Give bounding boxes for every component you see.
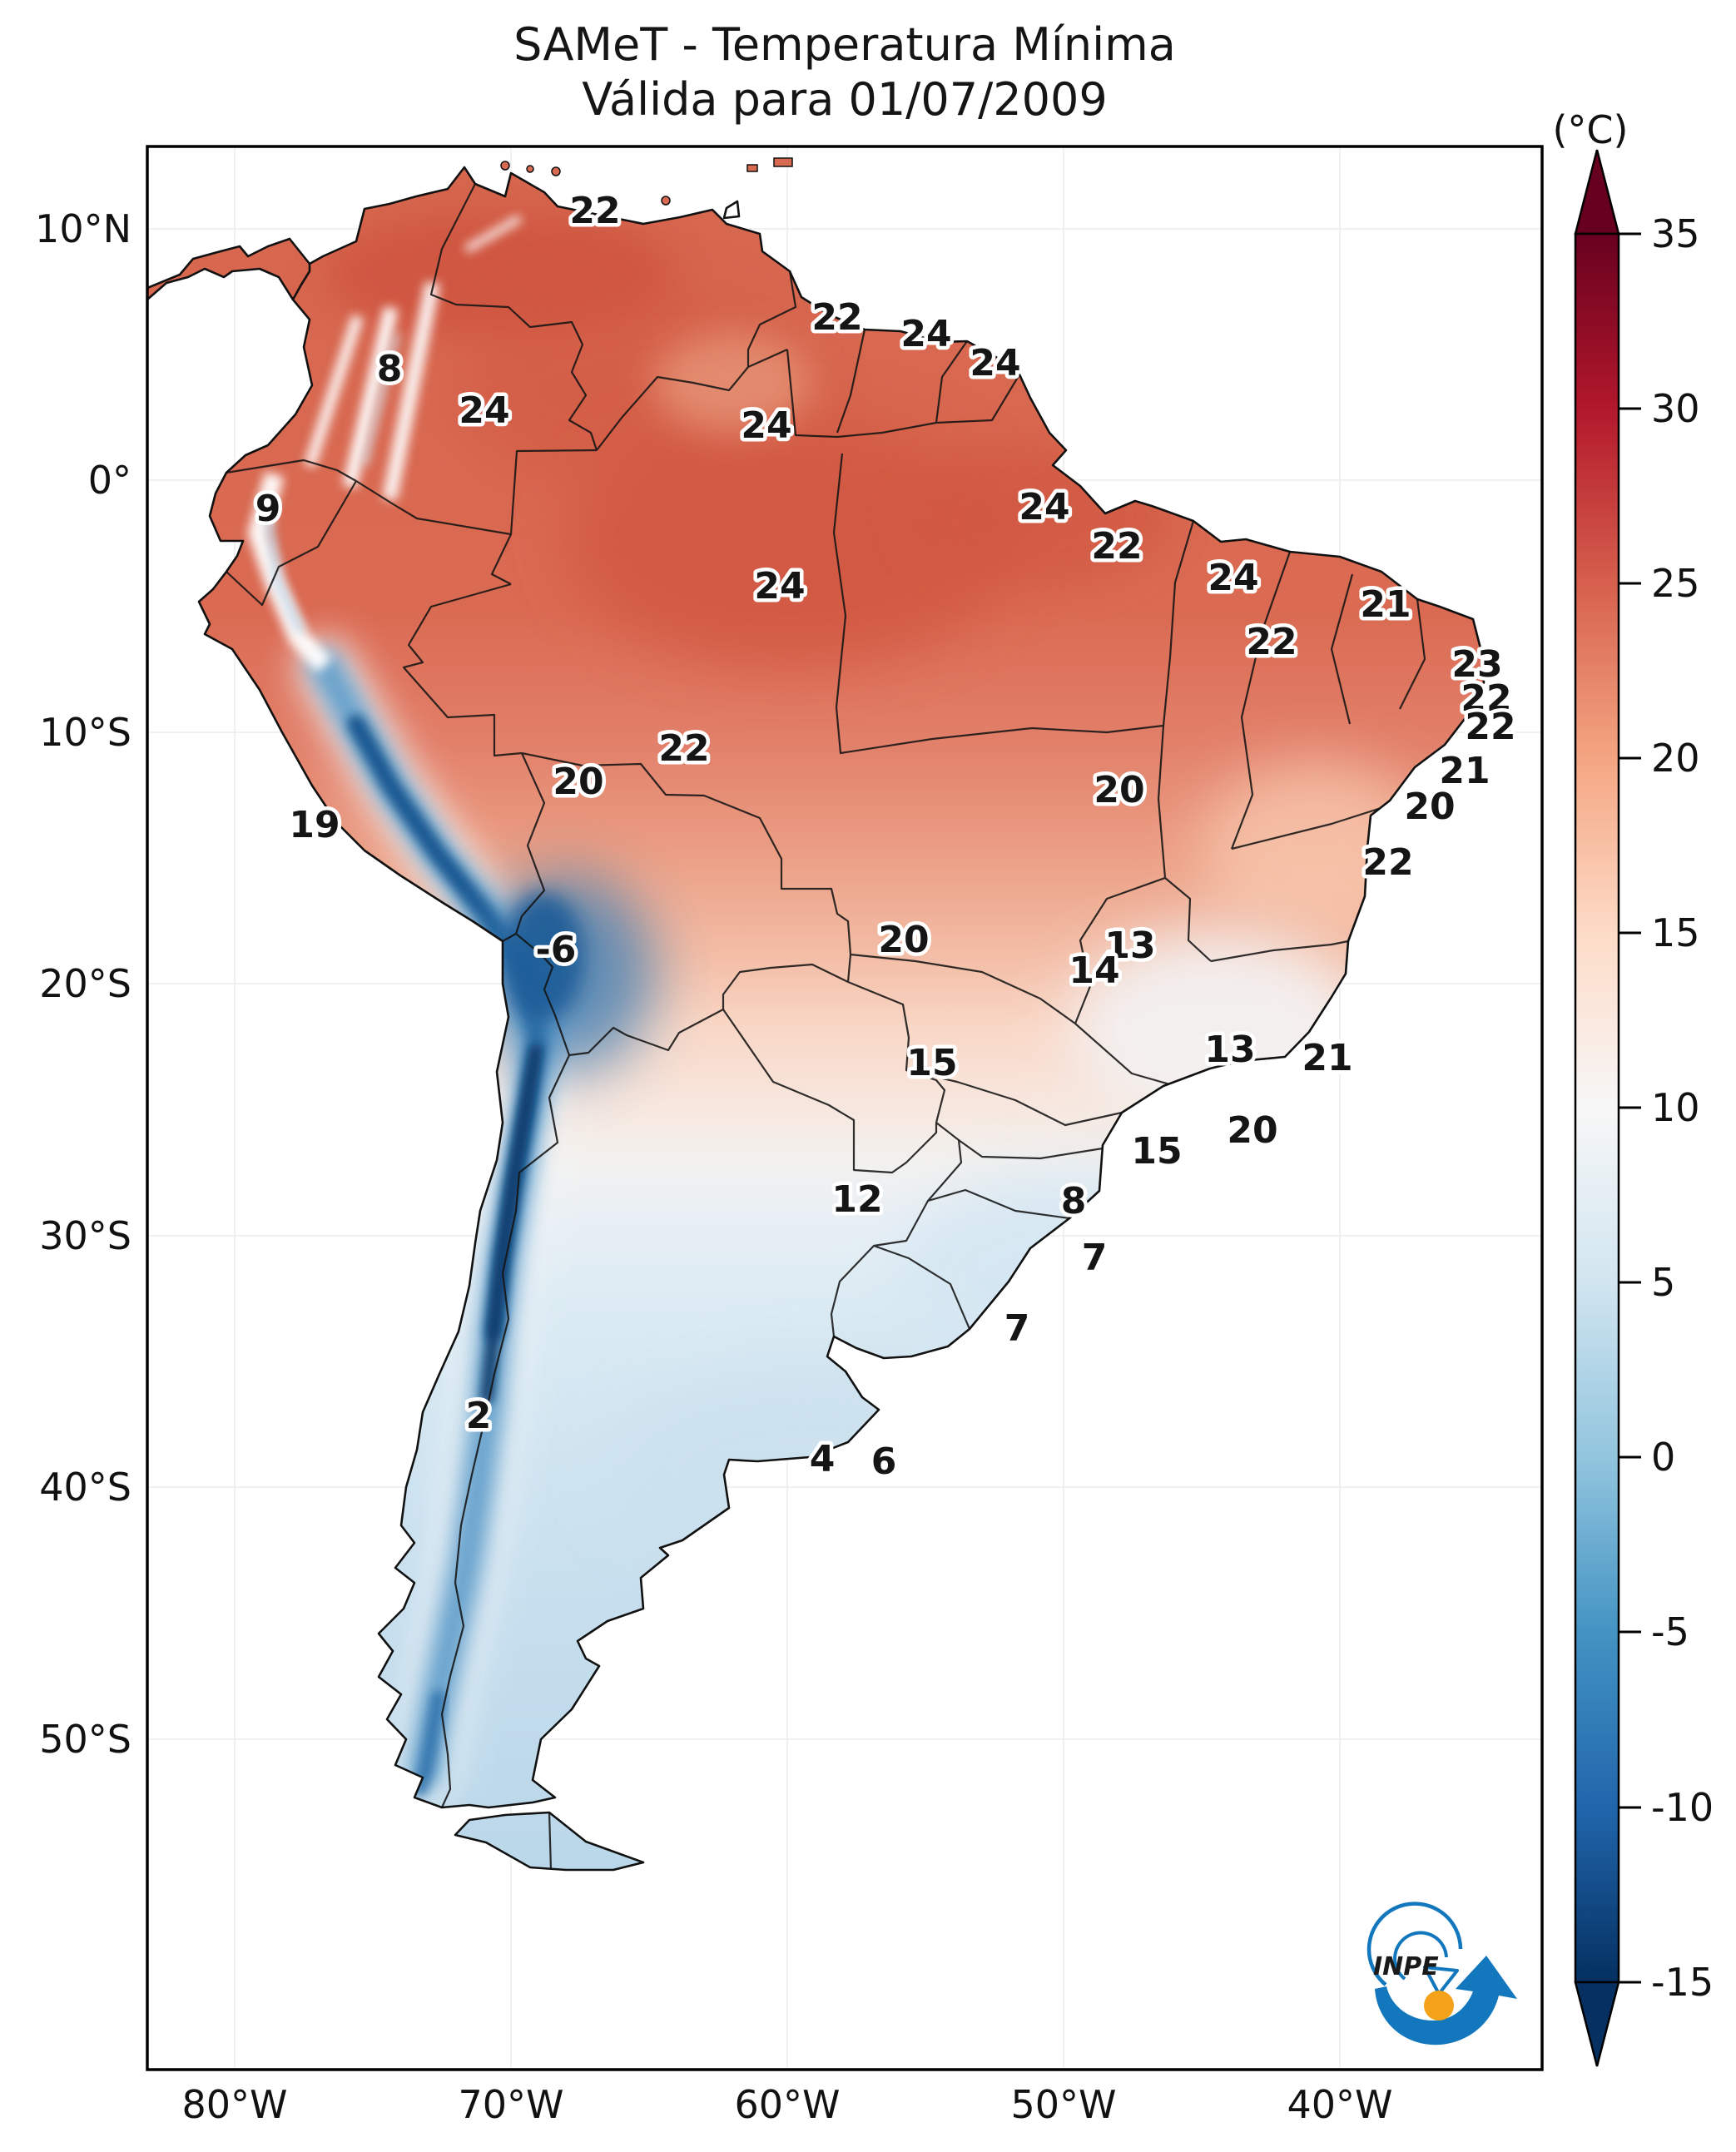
temp-label: 24 xyxy=(1019,486,1069,528)
temp-label: 13 xyxy=(1204,1029,1255,1071)
colorbar-tick-label: 0 xyxy=(1651,1435,1675,1480)
inpe-logo-text: INPE xyxy=(1373,1952,1439,1981)
temp-label: 20 xyxy=(878,919,929,961)
colorbar-tick-label: -5 xyxy=(1651,1609,1689,1654)
y-axis: 10°N 0° 10°S 20°S 30°S 40°S 50°S xyxy=(35,206,131,1762)
inpe-logo-orange-ball xyxy=(1424,1991,1454,2021)
temp-label: 4 xyxy=(810,1438,836,1480)
plot-frame xyxy=(146,145,1544,2071)
temp-label: 24 xyxy=(741,404,791,447)
temp-label: 22 xyxy=(1461,677,1511,720)
colorbar-tick-label: 10 xyxy=(1651,1085,1700,1130)
temp-label: 20 xyxy=(1227,1109,1277,1152)
temp-label: 20 xyxy=(553,761,603,803)
temp-label: 13 xyxy=(1104,925,1155,967)
colorbar-tick-label: 25 xyxy=(1651,561,1700,606)
y-axis-tick-label: 10°S xyxy=(39,710,131,755)
inpe-logo-swirl-inner xyxy=(1393,1931,1448,1981)
temp-label: 6 xyxy=(871,1440,897,1483)
political-borders xyxy=(226,183,1446,1870)
colorbar-tick-label: 15 xyxy=(1651,910,1700,955)
x-axis-tick-label: 60°W xyxy=(734,2082,840,2127)
temp-label: 22 xyxy=(658,727,709,770)
temp-label: 12 xyxy=(831,1178,882,1221)
island-dots xyxy=(500,157,793,206)
x-axis-tick-label: 70°W xyxy=(458,2082,563,2127)
temp-label: 2 xyxy=(466,1395,492,1437)
colorbar-unit-label: (°C) xyxy=(1552,107,1628,152)
temp-label: 24 xyxy=(459,389,509,432)
colorbar-tick-label: -15 xyxy=(1651,1960,1714,2005)
inpe-logo-swirl-outer xyxy=(1366,1902,1463,1986)
temp-label: 24 xyxy=(1208,557,1258,599)
x-axis: 80°W 70°W 60°W 50°W 40°W xyxy=(181,2082,1392,2127)
y-axis-tick-label: 20°S xyxy=(39,961,131,1006)
temp-label: 21 xyxy=(1360,583,1411,626)
temp-label: 20 xyxy=(1094,769,1144,811)
temp-label: 19 xyxy=(289,804,340,846)
temp-label: 22 xyxy=(569,190,620,232)
temp-label: 20 xyxy=(1404,786,1455,828)
coastline xyxy=(147,166,1486,1872)
temp-label: 9 xyxy=(255,488,281,530)
y-axis-tick-label: 0° xyxy=(88,458,131,503)
temp-label: 7 xyxy=(1082,1237,1108,1279)
temp-label: 14 xyxy=(1069,950,1119,992)
temp-label: 15 xyxy=(906,1042,957,1084)
temp-label: 8 xyxy=(377,348,403,390)
temperature-field xyxy=(147,167,1484,1870)
temp-label: 8 xyxy=(1061,1180,1087,1222)
temp-label: 24 xyxy=(900,313,951,355)
y-axis-tick-label: 30°S xyxy=(39,1213,131,1258)
x-axis-tick-label: 50°W xyxy=(1010,2082,1116,2127)
temp-label: 22 xyxy=(1362,841,1413,884)
map-subtitle: Válida para 01/07/2009 xyxy=(582,73,1107,126)
x-axis-tick-label: 40°W xyxy=(1287,2082,1392,2127)
colorbar-tick-label: 35 xyxy=(1651,211,1700,256)
temp-label: 21 xyxy=(1302,1037,1352,1079)
colorbar-tick-label: 30 xyxy=(1651,386,1700,431)
inpe-logo-arrow xyxy=(1375,1956,1517,2045)
y-axis-tick-label: 50°S xyxy=(39,1717,131,1762)
temp-label: 24 xyxy=(754,565,805,607)
colorbar-gradient-bar xyxy=(1574,232,1620,1984)
colorbar-tick-label: 5 xyxy=(1651,1260,1675,1305)
inpe-logo-small-arrow xyxy=(1423,1966,1459,1996)
temp-label: 22 xyxy=(811,296,862,339)
y-axis-tick-label: 10°N xyxy=(35,206,131,251)
temp-label: 22 xyxy=(1465,706,1515,748)
temp-label: 23 xyxy=(1451,643,1502,686)
temp-label: 21 xyxy=(1439,750,1490,792)
colorbar-tick-label: 20 xyxy=(1651,736,1700,781)
inpe-logo: INPE xyxy=(1366,1902,1517,2045)
temp-label: 22 xyxy=(1091,525,1142,568)
temp-label: 24 xyxy=(970,342,1020,384)
colorbar-tick-label: -10 xyxy=(1651,1785,1714,1830)
y-axis-tick-label: 40°S xyxy=(39,1465,131,1510)
colorbar-arrow-top xyxy=(1574,149,1620,236)
colorbar: (°C) 35 30 25 20 15 10 5 0 -5 -10 -15 xyxy=(1552,107,1714,2067)
colorbar-arrow-bottom xyxy=(1574,1981,1620,2067)
temp-label: 22 xyxy=(1246,621,1297,663)
map-title: SAMeT - Temperatura Mínima xyxy=(513,18,1176,71)
temp-label: -6 xyxy=(536,929,577,971)
temp-label: 15 xyxy=(1131,1130,1182,1173)
temp-label: 7 xyxy=(1004,1307,1030,1350)
x-axis-tick-label: 80°W xyxy=(181,2082,287,2127)
